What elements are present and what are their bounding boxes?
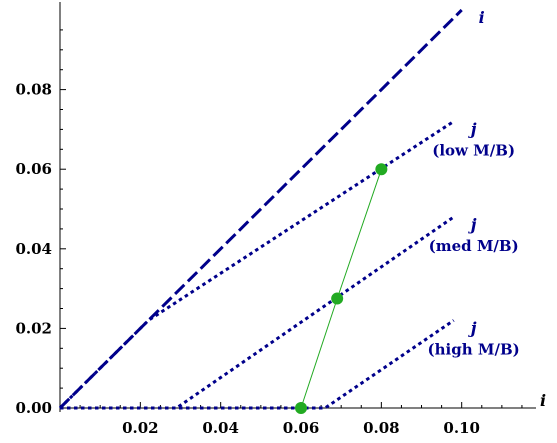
data-point-2 <box>375 163 388 176</box>
label-group: i j (low M/B) j (med M/B) j (high M/B) <box>428 8 520 358</box>
ticks: 0.02 0.04 0.06 0.08 0.10 0.00 0.02 0.04 0.06 0.08… <box>15 29 546 437</box>
series-line-4 <box>300 169 382 409</box>
marker-group <box>295 163 388 415</box>
curve-label-text-3: (high M/B) <box>428 340 520 358</box>
series-line-3 <box>60 319 455 410</box>
curve-label-letter-0: i <box>479 8 485 27</box>
curve-label-letter-2: j <box>468 215 477 234</box>
curve-label-text-1: (low M/B) <box>432 141 515 159</box>
x-tick-label: 0.08 <box>363 419 400 437</box>
curve-label-letter-1: j <box>468 119 477 138</box>
y-tick-label: 0.08 <box>15 81 52 99</box>
x-tick-label: 0.02 <box>122 419 159 437</box>
x-axis-label: i <box>540 391 546 410</box>
data-point-1 <box>331 292 344 305</box>
x-tick-label: 0.04 <box>202 419 239 437</box>
curve-label-text-2: (med M/B) <box>429 237 519 255</box>
series-line-1 <box>58 120 455 410</box>
x-tick-label: 0.10 <box>443 419 480 437</box>
x-tick-label: 0.06 <box>283 419 320 437</box>
series-line-2 <box>60 215 455 410</box>
series-group <box>58 8 463 410</box>
y-tick-label: 0.00 <box>15 399 52 417</box>
y-tick-label: 0.02 <box>15 319 52 337</box>
y-tick-label: 0.04 <box>15 240 52 258</box>
y-tick-label: 0.06 <box>15 160 52 178</box>
curve-label-letter-3: j <box>468 318 477 337</box>
data-point-0 <box>295 402 308 415</box>
